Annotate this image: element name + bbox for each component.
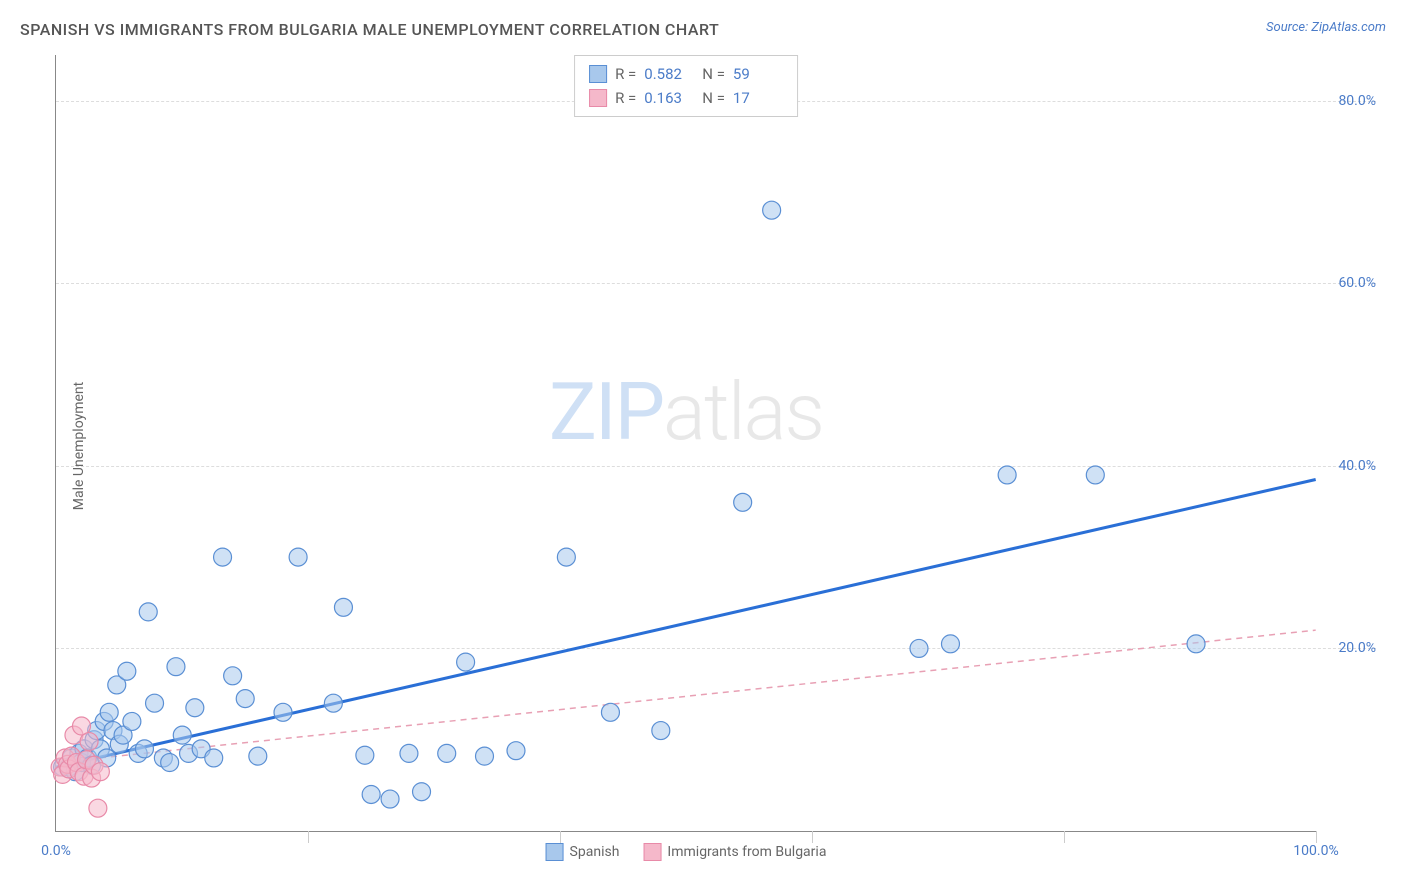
data-point — [438, 744, 456, 762]
x-tick-label: 0.0% — [41, 843, 71, 859]
n-value-bulgaria: 17 — [733, 86, 783, 110]
r-label: R = — [615, 62, 636, 86]
legend-label-bulgaria: Immigrants from Bulgaria — [667, 844, 826, 860]
data-point — [601, 703, 619, 721]
r-value-bulgaria: 0.163 — [644, 86, 694, 110]
data-point — [1187, 635, 1205, 653]
data-point — [173, 726, 191, 744]
data-point — [146, 694, 164, 712]
data-point — [507, 742, 525, 760]
data-point — [274, 703, 292, 721]
legend-item-bulgaria: Immigrants from Bulgaria — [643, 843, 826, 861]
n-value-spanish: 59 — [733, 62, 783, 86]
data-point — [413, 783, 431, 801]
source-link[interactable]: Source: ZipAtlas.com — [1266, 20, 1386, 35]
r-value-spanish: 0.582 — [644, 62, 694, 86]
data-point — [205, 749, 223, 767]
swatch-spanish — [589, 65, 607, 83]
stats-row-spanish: R = 0.582 N = 59 — [589, 62, 783, 86]
n-label: N = — [702, 62, 725, 86]
data-point — [91, 763, 109, 781]
x-tick — [560, 831, 561, 843]
trend-line-spanish — [56, 480, 1315, 768]
data-point — [998, 466, 1016, 484]
y-tick-label: 60.0% — [1338, 275, 1376, 291]
data-point — [214, 548, 232, 566]
data-point — [324, 694, 342, 712]
data-point — [100, 703, 118, 721]
data-point — [381, 790, 399, 808]
legend-label-spanish: Spanish — [570, 844, 620, 860]
swatch-spanish — [546, 843, 564, 861]
x-tick-label: 100.0% — [1293, 843, 1338, 859]
y-tick-label: 40.0% — [1338, 458, 1376, 474]
data-point — [289, 548, 307, 566]
y-tick-label: 20.0% — [1338, 640, 1376, 656]
data-point — [362, 785, 380, 803]
bottom-legend: Spanish Immigrants from Bulgaria — [546, 843, 827, 861]
data-point — [557, 548, 575, 566]
data-point — [457, 653, 475, 671]
r-label: R = — [615, 86, 636, 110]
x-tick — [1316, 831, 1317, 843]
data-point — [1086, 466, 1104, 484]
legend-item-spanish: Spanish — [546, 843, 620, 861]
data-point — [236, 690, 254, 708]
data-point — [734, 493, 752, 511]
data-point — [400, 744, 418, 762]
chart-title: SPANISH VS IMMIGRANTS FROM BULGARIA MALE… — [20, 20, 719, 39]
data-point — [249, 747, 267, 765]
data-point — [161, 754, 179, 772]
data-point — [476, 747, 494, 765]
swatch-bulgaria — [643, 843, 661, 861]
plot-area: ZIPatlas 20.0%40.0%60.0%80.0%0.0%100.0% … — [55, 55, 1316, 832]
data-point — [118, 662, 136, 680]
x-tick — [308, 831, 309, 843]
stats-row-bulgaria: R = 0.163 N = 17 — [589, 86, 783, 110]
data-point — [334, 598, 352, 616]
x-tick — [812, 831, 813, 843]
y-tick-label: 80.0% — [1338, 93, 1376, 109]
data-point — [135, 740, 153, 758]
data-point — [80, 733, 98, 751]
swatch-bulgaria — [589, 89, 607, 107]
data-point — [89, 799, 107, 817]
data-point — [652, 722, 670, 740]
stats-legend: R = 0.582 N = 59 R = 0.163 N = 17 — [574, 55, 798, 117]
data-point — [910, 639, 928, 657]
data-point — [763, 201, 781, 219]
data-point — [167, 658, 185, 676]
scatter-plot-svg — [56, 55, 1316, 831]
n-label: N = — [702, 86, 725, 110]
x-tick — [1064, 831, 1065, 843]
data-point — [123, 712, 141, 730]
data-point — [356, 746, 374, 764]
data-point — [941, 635, 959, 653]
data-point — [224, 667, 242, 685]
data-point — [186, 699, 204, 717]
data-point — [139, 603, 157, 621]
